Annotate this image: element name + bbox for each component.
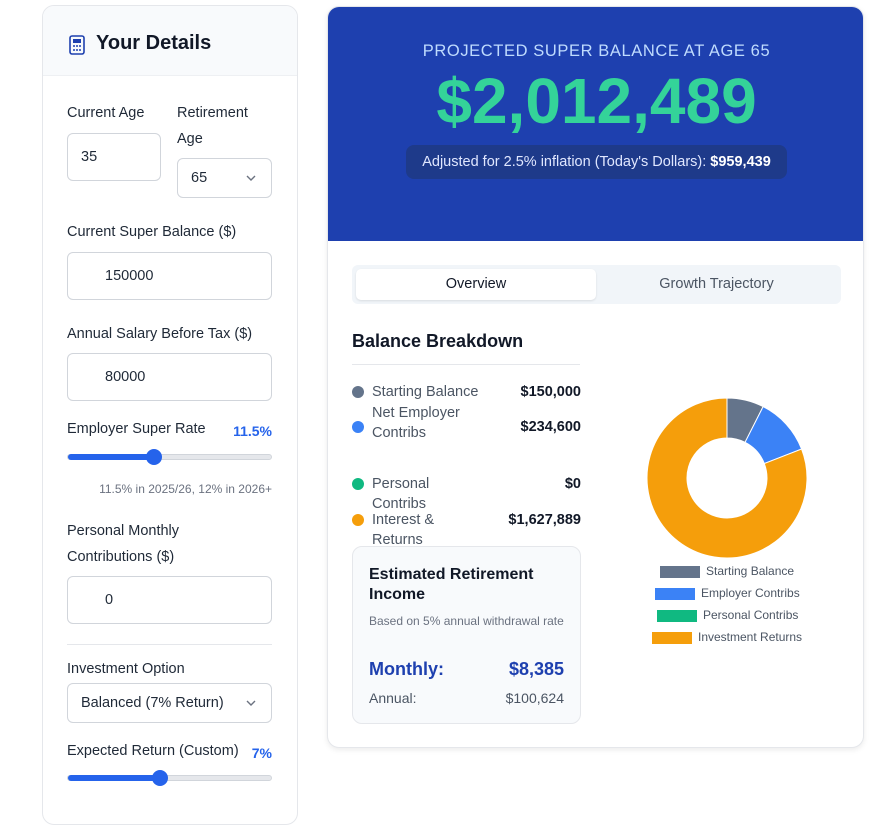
breakdown-title: Balance Breakdown	[352, 331, 580, 365]
monthly-label: Monthly:	[369, 659, 444, 679]
summary-heading: PROJECTED SUPER BALANCE AT AGE 65	[422, 42, 771, 60]
row-value: $234,600	[520, 419, 581, 435]
legend-swatch	[652, 632, 692, 644]
rate-slider[interactable]	[67, 449, 272, 465]
personal-input[interactable]: 0	[67, 576, 272, 624]
income-box: Estimated Retirement Income Based on 5% …	[352, 546, 581, 724]
tabs: Overview Growth Trajectory	[352, 265, 841, 304]
row-label: Starting Balance	[372, 384, 479, 400]
row-label: Net Employer Contribs	[372, 405, 460, 441]
return-value: 7%	[251, 745, 272, 761]
income-title: Estimated Retirement Income	[369, 566, 534, 603]
field-label: Expected Return (Custom)	[67, 743, 239, 759]
legend-label: Investment Returns	[698, 630, 802, 644]
legend-dot	[352, 478, 364, 490]
row-label: Personal Contribs	[372, 476, 430, 512]
select-value: 65	[191, 170, 208, 186]
field-label: Current Age	[67, 105, 145, 121]
legend-swatch	[657, 610, 697, 622]
annual-value: $100,624	[505, 690, 564, 706]
rate-note: 11.5% in 2025/26, 12% in 2026+	[99, 482, 272, 496]
return-slider[interactable]	[67, 770, 272, 786]
field-label: Retirement Age	[177, 105, 248, 147]
legend-swatch	[660, 566, 700, 578]
chevron	[246, 175, 256, 181]
summary: PROJECTED SUPER BALANCE AT AGE 65 $2,012…	[328, 7, 863, 241]
calculator-icon	[69, 35, 85, 55]
page: Your Details Current Age 35 Retirement A…	[42, 5, 864, 825]
monthly-value: $8,385	[508, 659, 564, 679]
rate-value: 11.5%	[233, 423, 272, 439]
legend-dot	[352, 386, 364, 398]
adjusted-pill: Adjusted for 2.5% inflation (Today's Dol…	[406, 145, 787, 179]
investment-select[interactable]: Balanced (7% Return)	[67, 683, 272, 723]
panel-header: Your Details	[43, 6, 297, 76]
row-value: $1,627,889	[508, 512, 581, 528]
field-label: Current Super Balance ($)	[67, 224, 237, 240]
donut-segment	[646, 397, 808, 559]
row-value: $0	[564, 476, 581, 492]
legend-label: Employer Contribs	[701, 586, 800, 600]
age-input[interactable]: 35	[67, 133, 161, 181]
field-label: Employer Super Rate	[67, 421, 206, 437]
divider	[67, 644, 272, 645]
details-panel: Your Details Current Age 35 Retirement A…	[42, 5, 298, 825]
salary-input[interactable]: 80000	[67, 353, 272, 401]
legend-label: Starting Balance	[706, 564, 794, 578]
tab[interactable]: Overview	[356, 269, 596, 300]
annual-label: Annual:	[369, 690, 417, 706]
legend-swatch	[655, 588, 695, 600]
adjusted-label: Adjusted for 2.5% inflation (Today's Dol…	[422, 154, 707, 170]
legend-dot	[352, 514, 364, 526]
legend-label: Personal Contribs	[703, 608, 798, 622]
retirement-select[interactable]: 65	[177, 158, 272, 198]
field-label: Investment Option	[67, 661, 185, 677]
row-label: Interest & Returns	[372, 512, 435, 548]
chevron	[246, 700, 256, 706]
adjusted-value: $959,439	[710, 154, 771, 170]
panel-title: Your Details	[96, 32, 212, 54]
tab[interactable]: Growth Trajectory	[659, 276, 774, 292]
select-value: Balanced (7% Return)	[81, 695, 224, 711]
field-label: Annual Salary Before Tax ($)	[67, 326, 253, 342]
summary-amount: $2,012,489	[436, 65, 757, 137]
results-card: PROJECTED SUPER BALANCE AT AGE 65 $2,012…	[327, 6, 864, 748]
legend: Starting Balance Employer Contribs Persona…	[652, 564, 802, 644]
donut-chart: Starting Balance Employer Contribs Persona…	[646, 397, 808, 644]
field-label: Personal Monthly Contributions ($)	[67, 523, 180, 565]
legend-dot	[352, 421, 364, 433]
row-value: $150,000	[520, 384, 581, 400]
income-note: Based on 5% annual withdrawal rate	[369, 614, 564, 628]
balance-input[interactable]: 150000	[67, 252, 272, 300]
